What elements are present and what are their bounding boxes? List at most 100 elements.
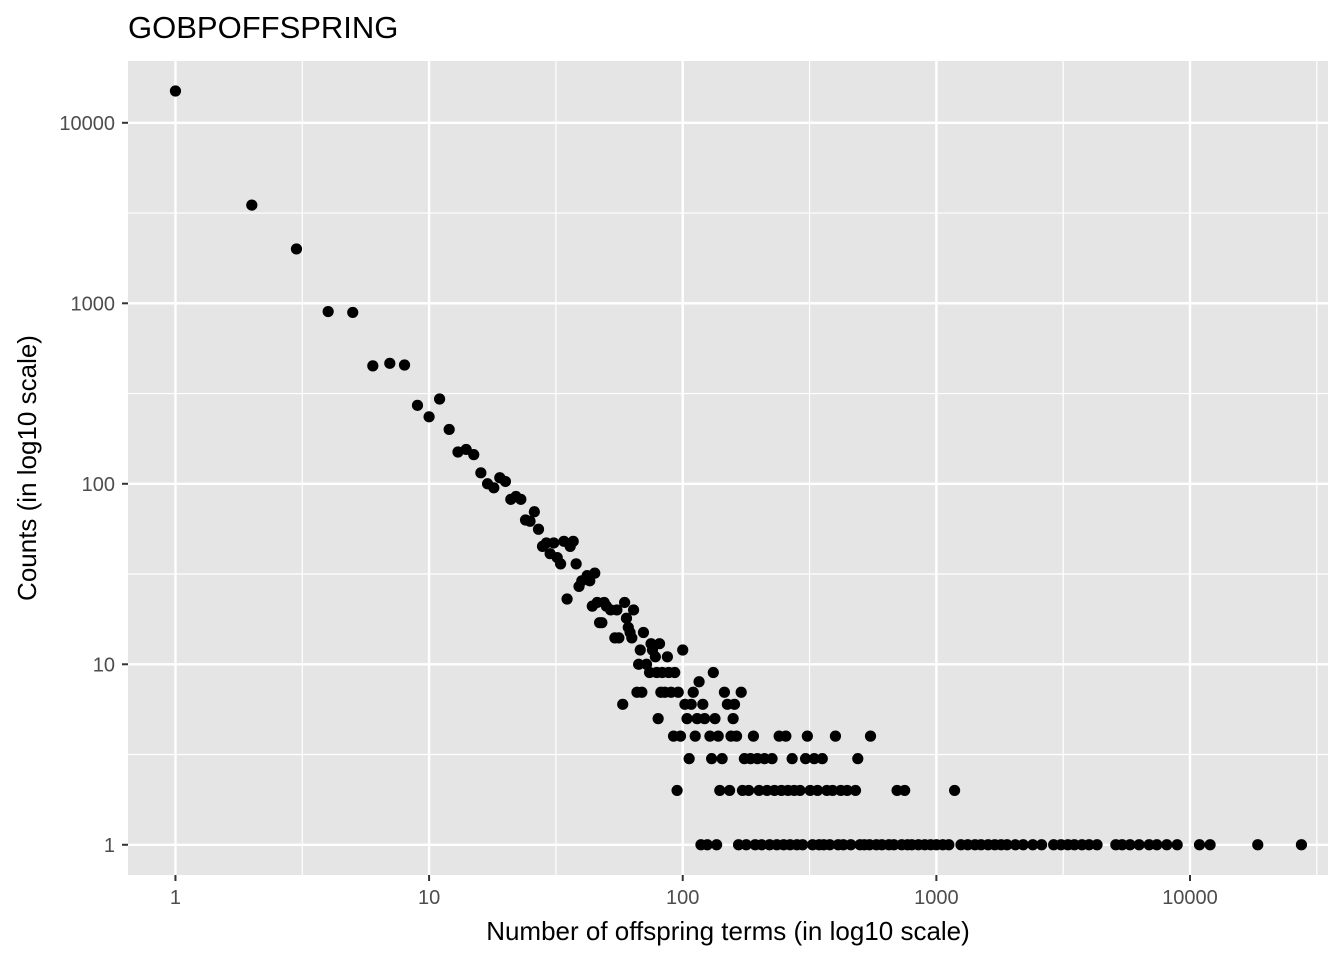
data-point	[681, 713, 693, 725]
data-point	[811, 784, 824, 797]
x-tick-label: 1	[170, 887, 181, 909]
data-point	[697, 698, 709, 710]
data-point	[849, 784, 862, 797]
data-point	[443, 423, 455, 436]
data-point	[747, 730, 760, 742]
data-point	[827, 784, 839, 797]
data-point	[367, 360, 379, 372]
data-point	[677, 644, 689, 656]
x-tick-label: 1000	[914, 887, 959, 909]
data-point	[1252, 839, 1264, 851]
y-axis-ticks: 1 10 100 1000 10000	[59, 113, 128, 857]
data-point	[1091, 839, 1103, 851]
data-point	[548, 537, 560, 549]
data-point	[948, 784, 961, 797]
data-point	[899, 784, 911, 797]
minor-gridlines	[128, 61, 1328, 875]
data-point	[1151, 839, 1163, 851]
data-point	[1161, 839, 1173, 851]
data-point	[687, 686, 699, 698]
data-point	[411, 399, 424, 411]
data-point	[718, 686, 731, 698]
data-point	[943, 839, 955, 851]
plot-panel	[128, 61, 1328, 875]
data-point	[347, 306, 359, 319]
chart-title: GOBPOFFSPRING	[128, 10, 398, 45]
data-point	[290, 243, 303, 255]
data-point	[852, 753, 864, 765]
data-point	[322, 305, 334, 318]
data-point	[528, 506, 540, 518]
data-point	[723, 784, 736, 797]
data-point	[672, 686, 684, 698]
data-point	[611, 604, 623, 616]
data-point	[816, 753, 828, 765]
data-point	[1204, 839, 1216, 851]
data-point	[1116, 839, 1128, 851]
data-point	[1027, 839, 1039, 851]
x-tick-label: 10	[418, 887, 440, 909]
x-tick-label: 100	[666, 887, 699, 909]
data-points	[169, 85, 1308, 851]
x-axis-title: Number of offspring terms (in log10 scal…	[486, 916, 970, 946]
y-tick-label: 1000	[71, 293, 116, 315]
data-point	[1193, 839, 1206, 851]
data-point	[1036, 839, 1048, 851]
data-point	[636, 686, 648, 698]
data-point	[829, 730, 842, 742]
data-point	[864, 730, 877, 742]
data-point	[524, 515, 536, 527]
data-point	[714, 784, 726, 797]
data-point	[706, 753, 718, 765]
data-point	[633, 658, 645, 670]
data-point	[488, 482, 500, 494]
data-point	[637, 626, 650, 639]
data-point	[709, 713, 721, 725]
data-point	[732, 839, 745, 851]
data-point	[716, 753, 728, 765]
data-point	[712, 730, 724, 742]
data-point	[613, 632, 625, 644]
data-point	[1171, 839, 1183, 851]
data-point	[620, 612, 633, 624]
data-point	[797, 839, 809, 851]
data-point	[743, 784, 755, 797]
data-point	[685, 698, 697, 710]
data-point	[766, 753, 778, 765]
data-point	[728, 698, 741, 710]
data-point	[555, 558, 567, 570]
data-point	[753, 784, 765, 797]
data-point	[710, 839, 723, 851]
y-axis-title: Counts (in log10 scale)	[12, 335, 42, 601]
data-point	[1083, 839, 1095, 851]
data-point	[652, 713, 664, 725]
data-point	[468, 449, 480, 461]
data-point	[730, 730, 743, 742]
major-gridlines	[128, 61, 1328, 875]
data-point	[634, 644, 646, 656]
data-point	[653, 638, 666, 650]
y-tick-label: 10000	[59, 113, 115, 135]
data-point	[661, 651, 673, 663]
y-tick-label: 100	[82, 474, 115, 496]
data-point	[786, 753, 798, 765]
data-point	[561, 593, 573, 605]
data-point	[841, 784, 853, 797]
data-point	[570, 558, 582, 570]
data-point	[824, 839, 836, 851]
data-point	[619, 596, 631, 609]
data-point	[1143, 839, 1155, 851]
data-point	[674, 730, 687, 742]
data-point	[845, 839, 857, 851]
data-point	[701, 839, 713, 851]
data-point	[169, 85, 182, 97]
data-point	[1124, 839, 1136, 851]
data-point	[499, 475, 512, 488]
data-point	[475, 467, 487, 479]
data-point	[794, 784, 806, 797]
data-point	[671, 784, 683, 797]
y-tick-label: 10	[93, 654, 115, 676]
data-point	[735, 686, 747, 698]
data-point	[398, 359, 411, 371]
